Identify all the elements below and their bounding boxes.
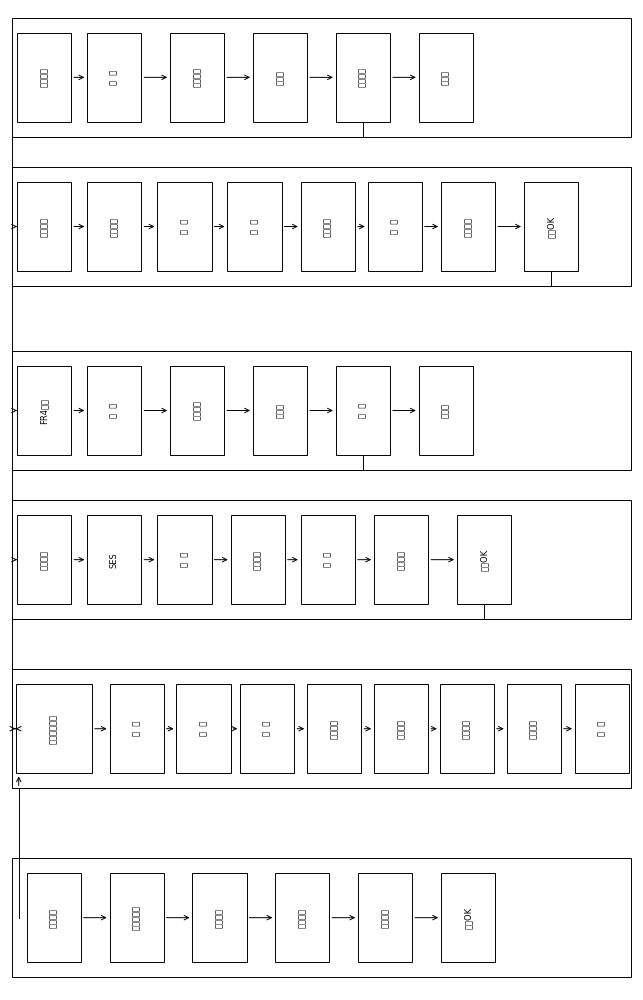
Text: 干菲林: 干菲林 bbox=[441, 403, 450, 418]
Text: 一次板电: 一次板电 bbox=[358, 67, 367, 87]
FancyBboxPatch shape bbox=[170, 33, 224, 122]
Text: 字  符: 字 符 bbox=[263, 721, 272, 736]
Text: 外形加工: 外形加工 bbox=[397, 719, 406, 739]
FancyBboxPatch shape bbox=[17, 33, 71, 122]
Text: 图形电镀: 图形电镀 bbox=[40, 550, 49, 570]
Text: 制作内层图: 制作内层图 bbox=[132, 905, 141, 930]
FancyBboxPatch shape bbox=[440, 684, 494, 773]
FancyBboxPatch shape bbox=[507, 684, 561, 773]
FancyBboxPatch shape bbox=[368, 182, 422, 271]
Text: 蚀刻图形: 蚀刻图形 bbox=[215, 908, 224, 928]
Text: 热  压: 热 压 bbox=[250, 219, 259, 234]
Bar bbox=[12, 167, 631, 286]
Bar bbox=[12, 669, 631, 788]
FancyBboxPatch shape bbox=[419, 366, 473, 455]
Text: 蚀刻裸膜: 蚀刻裸膜 bbox=[110, 217, 119, 237]
FancyBboxPatch shape bbox=[524, 182, 578, 271]
Text: 包  装: 包 装 bbox=[597, 721, 606, 736]
FancyBboxPatch shape bbox=[374, 684, 428, 773]
Text: 绿  油: 绿 油 bbox=[199, 721, 208, 736]
FancyBboxPatch shape bbox=[228, 182, 282, 271]
FancyBboxPatch shape bbox=[336, 33, 390, 122]
Text: 电气检测: 电气检测 bbox=[462, 719, 471, 739]
FancyBboxPatch shape bbox=[26, 873, 81, 962]
Text: 机械钻孔: 机械钻孔 bbox=[193, 400, 202, 420]
FancyBboxPatch shape bbox=[374, 515, 428, 604]
Bar bbox=[12, 858, 631, 977]
Text: 加工组合: 加工组合 bbox=[397, 550, 406, 570]
FancyBboxPatch shape bbox=[457, 515, 511, 604]
Text: 挠性材料: 挠性材料 bbox=[40, 67, 49, 87]
FancyBboxPatch shape bbox=[87, 366, 141, 455]
Text: 机械钻孔: 机械钻孔 bbox=[193, 67, 202, 87]
Text: 叠层热压处理: 叠层热压处理 bbox=[50, 714, 59, 744]
FancyBboxPatch shape bbox=[419, 33, 473, 122]
Text: FR4材料: FR4材料 bbox=[40, 397, 49, 424]
Text: 加工组合: 加工组合 bbox=[464, 217, 473, 237]
Text: 激光加工: 激光加工 bbox=[298, 908, 307, 928]
Text: 陶瓷材料: 陶瓷材料 bbox=[50, 908, 59, 928]
Text: 表面处理: 表面处理 bbox=[323, 217, 332, 237]
FancyBboxPatch shape bbox=[441, 873, 495, 962]
Text: 表面处理: 表面处理 bbox=[381, 908, 390, 928]
FancyBboxPatch shape bbox=[87, 33, 141, 122]
Text: 绿  油: 绿 油 bbox=[180, 552, 189, 567]
FancyBboxPatch shape bbox=[15, 684, 92, 773]
FancyBboxPatch shape bbox=[176, 684, 231, 773]
FancyBboxPatch shape bbox=[192, 873, 247, 962]
Text: 表面处理: 表面处理 bbox=[330, 719, 339, 739]
FancyBboxPatch shape bbox=[301, 515, 355, 604]
FancyBboxPatch shape bbox=[275, 873, 329, 962]
FancyBboxPatch shape bbox=[307, 684, 361, 773]
Text: 贴  膜: 贴 膜 bbox=[180, 219, 189, 234]
FancyBboxPatch shape bbox=[301, 182, 355, 271]
FancyBboxPatch shape bbox=[170, 366, 224, 455]
FancyBboxPatch shape bbox=[253, 366, 307, 455]
FancyBboxPatch shape bbox=[17, 366, 71, 455]
Text: 钻  孔: 钻 孔 bbox=[132, 721, 141, 736]
FancyBboxPatch shape bbox=[87, 515, 141, 604]
Text: 字  符: 字 符 bbox=[323, 552, 332, 567]
FancyBboxPatch shape bbox=[240, 684, 294, 773]
Text: 字  符: 字 符 bbox=[390, 219, 399, 234]
FancyBboxPatch shape bbox=[109, 873, 164, 962]
FancyBboxPatch shape bbox=[17, 182, 71, 271]
Text: 表面处理: 表面处理 bbox=[253, 550, 262, 570]
FancyBboxPatch shape bbox=[231, 515, 285, 604]
Bar bbox=[12, 351, 631, 470]
Text: 镀通孔: 镀通孔 bbox=[276, 403, 285, 418]
FancyBboxPatch shape bbox=[158, 182, 212, 271]
Bar bbox=[12, 500, 631, 619]
Text: SES: SES bbox=[110, 552, 119, 568]
Text: 二次板电: 二次板电 bbox=[40, 217, 49, 237]
FancyBboxPatch shape bbox=[87, 182, 141, 271]
Text: 检测OK: 检测OK bbox=[464, 907, 473, 929]
Text: 裁  剪: 裁 剪 bbox=[110, 70, 119, 85]
FancyBboxPatch shape bbox=[575, 684, 629, 773]
Text: 板  电: 板 电 bbox=[358, 403, 367, 418]
FancyBboxPatch shape bbox=[109, 684, 164, 773]
FancyBboxPatch shape bbox=[253, 33, 307, 122]
Bar bbox=[12, 18, 631, 137]
Text: 测试OK: 测试OK bbox=[480, 549, 489, 571]
Text: 干菲林: 干菲林 bbox=[441, 70, 450, 85]
FancyBboxPatch shape bbox=[158, 515, 212, 604]
Text: 最终检查: 最终检查 bbox=[529, 719, 538, 739]
FancyBboxPatch shape bbox=[358, 873, 412, 962]
FancyBboxPatch shape bbox=[17, 515, 71, 604]
Text: 测试OK: 测试OK bbox=[547, 215, 556, 238]
FancyBboxPatch shape bbox=[336, 366, 390, 455]
Text: 镀通孔: 镀通孔 bbox=[276, 70, 285, 85]
FancyBboxPatch shape bbox=[441, 182, 495, 271]
Text: 裁  剪: 裁 剪 bbox=[110, 403, 119, 418]
